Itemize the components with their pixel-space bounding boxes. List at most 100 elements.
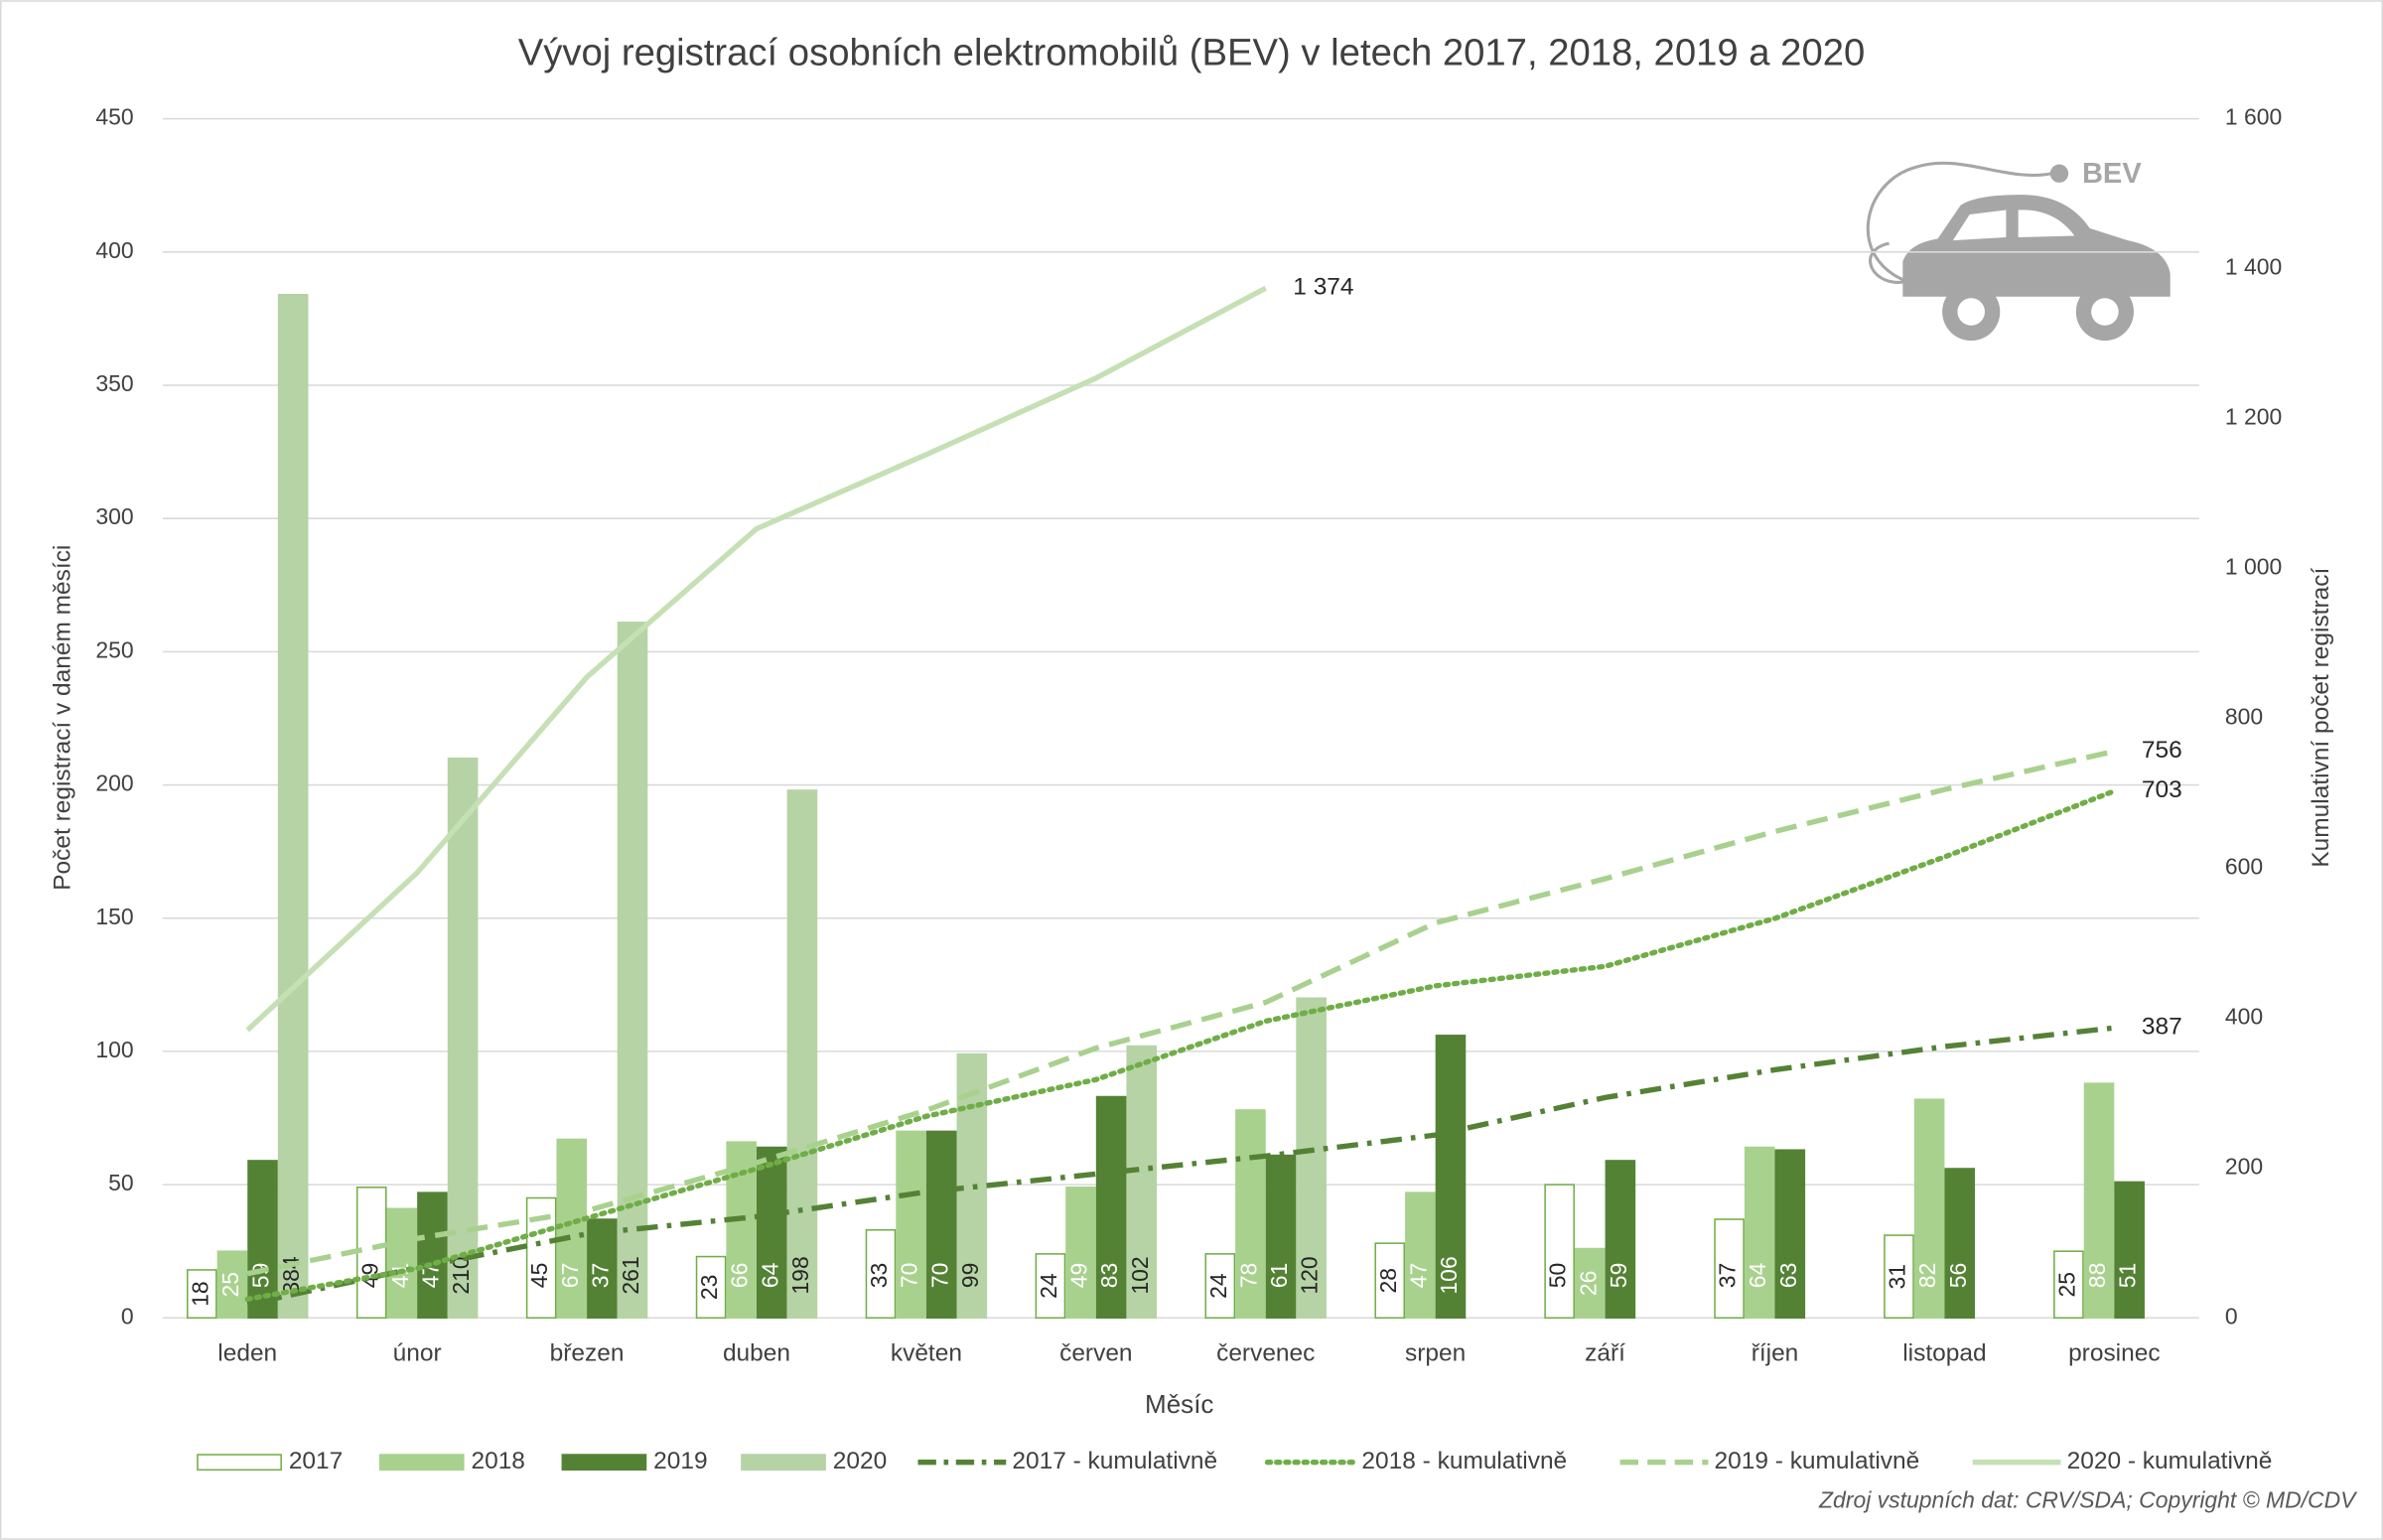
legend-label: 2019 - kumulativně xyxy=(1715,1448,1920,1474)
y2-tick-label: 200 xyxy=(2225,1153,2263,1179)
bar-value-label: 70 xyxy=(897,1263,922,1289)
y-tick-label: 300 xyxy=(95,503,133,529)
bar-value-label: 49 xyxy=(1066,1263,1092,1289)
bar xyxy=(695,1255,727,1320)
legend-item: 2020 xyxy=(741,1448,887,1474)
x-tick-label: listopad xyxy=(1902,1339,1986,1366)
bar xyxy=(187,1269,217,1320)
chart-title: Vývoj registrací osobních elektromobilů … xyxy=(518,31,1866,73)
x-tick-label: červen xyxy=(1059,1339,1132,1366)
bar-value-label: 88 xyxy=(2084,1263,2110,1289)
bar xyxy=(1265,1154,1297,1320)
bar xyxy=(1204,1253,1236,1320)
bar xyxy=(1605,1160,1636,1320)
bar-value-label: 64 xyxy=(757,1262,782,1288)
bar xyxy=(925,1130,957,1320)
bar-value-label: 59 xyxy=(1606,1263,1631,1289)
bar-value-label: 56 xyxy=(1945,1263,1971,1289)
legend-label: 2018 xyxy=(471,1448,524,1474)
legend-item: 2019 xyxy=(561,1448,708,1474)
bar xyxy=(2083,1082,2115,1320)
y2-tick-label: 1 400 xyxy=(2225,254,2282,280)
bar xyxy=(1296,997,1327,1320)
legend-label: 2020 xyxy=(833,1448,887,1474)
x-axis-label: Měsíc xyxy=(1145,1389,1213,1419)
y2-axis-label: Kumulativní počet registrací xyxy=(2308,568,2334,868)
bar-value-label: 261 xyxy=(618,1256,643,1294)
bar-value-label: 61 xyxy=(1266,1263,1292,1289)
bar xyxy=(1574,1247,1606,1320)
legend-item: 2018 - kumulativně xyxy=(1264,1448,1567,1474)
y-tick-label: 350 xyxy=(95,370,133,396)
bar-value-label: 50 xyxy=(1545,1263,1571,1289)
bar xyxy=(1714,1218,1745,1320)
line-end-label: 703 xyxy=(2142,776,2182,803)
legend-swatch xyxy=(378,1454,465,1471)
bar-value-label: 78 xyxy=(1236,1263,1262,1289)
bar xyxy=(1435,1035,1467,1320)
bar xyxy=(1126,1045,1158,1320)
bar-value-label: 82 xyxy=(1914,1263,1940,1289)
bar xyxy=(1405,1191,1436,1320)
bar-value-label: 25 xyxy=(2053,1272,2079,1298)
legend-item: 2019 - kumulativně xyxy=(1619,1448,1920,1474)
bar-value-label: 24 xyxy=(1205,1273,1231,1299)
bar-value-label: 24 xyxy=(1036,1273,1061,1299)
bar xyxy=(2114,1181,2145,1320)
y-tick-label: 400 xyxy=(95,237,133,263)
legend-swatch xyxy=(197,1454,282,1471)
y2-tick-label: 1 600 xyxy=(2225,104,2282,130)
bar-value-label: 120 xyxy=(1297,1256,1323,1294)
y2-tick-label: 400 xyxy=(2225,1003,2263,1029)
bar-value-label: 26 xyxy=(1575,1271,1601,1297)
bar xyxy=(247,1160,278,1320)
y2-tick-label: 800 xyxy=(2225,704,2263,730)
legend-swatch xyxy=(561,1454,647,1471)
bar-value-label: 33 xyxy=(866,1263,892,1289)
legend-item: 2017 - kumulativně xyxy=(917,1448,1217,1474)
legend-item: 2017 xyxy=(197,1448,343,1474)
line-end-label: 756 xyxy=(2142,737,2182,764)
bar xyxy=(386,1207,418,1320)
bar-value-label: 198 xyxy=(787,1256,813,1294)
bar xyxy=(756,1146,787,1320)
bar-value-label: 31 xyxy=(1885,1264,1910,1290)
bar xyxy=(216,1250,248,1320)
bar-value-label: 106 xyxy=(1436,1256,1462,1294)
bar-value-label: 45 xyxy=(526,1263,552,1289)
x-tick-label: prosinec xyxy=(2068,1339,2161,1366)
bar-value-label: 51 xyxy=(2115,1263,2141,1289)
y-tick-label: 0 xyxy=(121,1303,134,1329)
bar-value-label: 83 xyxy=(1096,1263,1122,1289)
y-tick-label: 250 xyxy=(95,636,133,662)
x-tick-label: únor xyxy=(393,1339,442,1366)
bar xyxy=(1035,1253,1066,1320)
x-tick-label: září xyxy=(1585,1339,1625,1366)
x-tick-label: říjen xyxy=(1752,1339,1799,1366)
bar xyxy=(2053,1250,2084,1320)
line-end-label: 1 374 xyxy=(1293,274,1353,301)
y2-tick-label: 600 xyxy=(2225,853,2263,879)
y-tick-label: 50 xyxy=(108,1170,134,1195)
line xyxy=(246,749,2115,1277)
bar-value-label: 23 xyxy=(696,1275,722,1301)
y-tick-label: 150 xyxy=(95,904,133,929)
bar xyxy=(1884,1234,1914,1320)
bar xyxy=(786,789,818,1320)
legend-item: 2020 - kumulativně xyxy=(1972,1448,2272,1474)
legend-label: 2017 - kumulativně xyxy=(1012,1448,1217,1474)
y-tick-label: 450 xyxy=(95,104,133,130)
y-axis-label: Počet registrací v daném měsíci xyxy=(50,545,76,891)
bar xyxy=(417,1191,448,1320)
bar xyxy=(1374,1242,1406,1320)
bar-value-label: 63 xyxy=(1775,1263,1801,1289)
line-end-label: 387 xyxy=(2142,1014,2182,1041)
bar xyxy=(1095,1095,1127,1320)
x-tick-label: březen xyxy=(550,1339,625,1366)
y2-tick-label: 0 xyxy=(2225,1303,2238,1329)
bar-value-label: 28 xyxy=(1375,1268,1401,1294)
bar-value-label: 37 xyxy=(587,1263,613,1289)
y2-tick-label: 1 000 xyxy=(2225,554,2282,580)
legend-label: 2017 xyxy=(289,1448,343,1474)
